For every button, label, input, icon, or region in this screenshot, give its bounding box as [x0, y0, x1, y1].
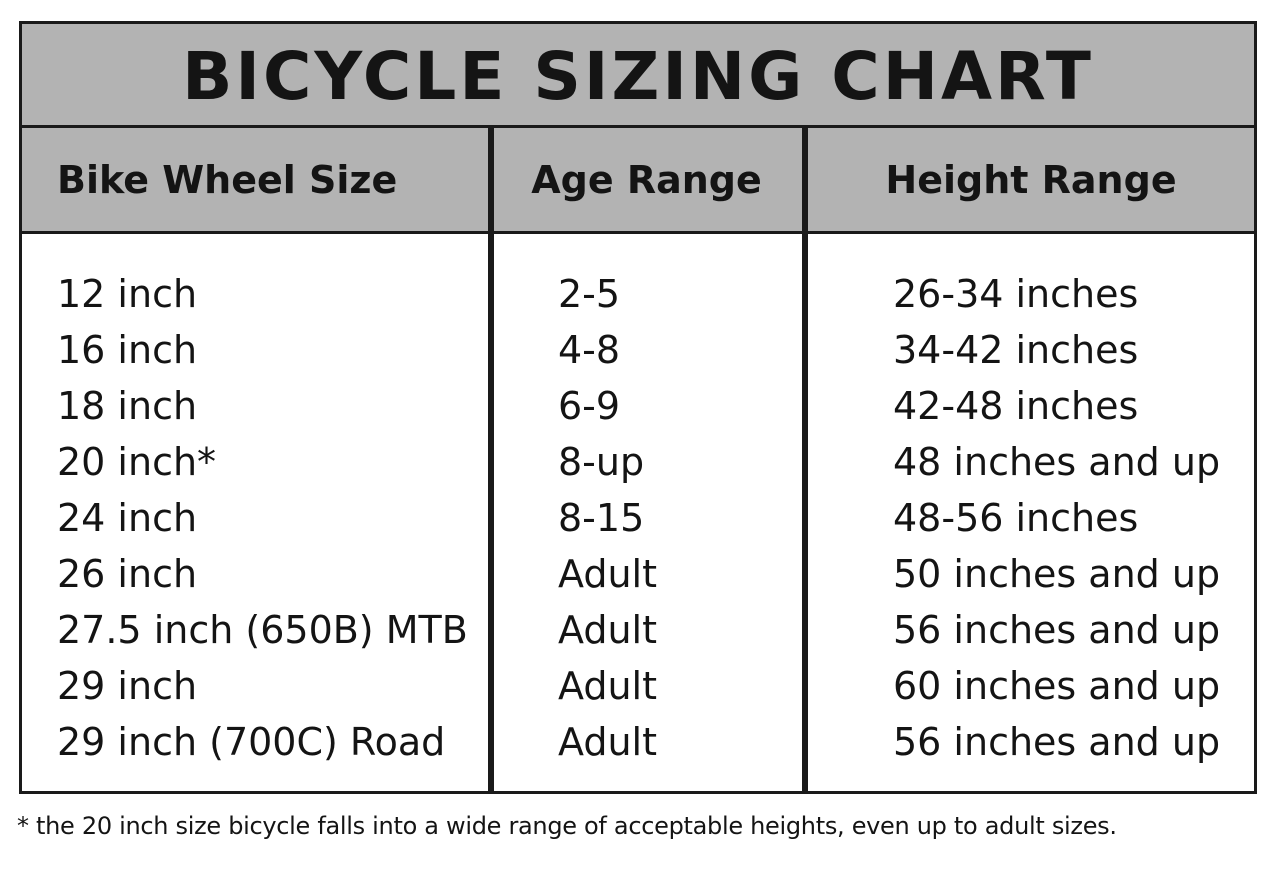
sizing-chart-table: BICYCLE SIZING CHART Bike Wheel Size Age…	[19, 21, 1257, 794]
table-cell-wheel-size: 12 inch	[57, 272, 198, 316]
table-cell-height-range: 26-34 inches	[893, 272, 1139, 316]
chart-title: BICYCLE SIZING CHART	[182, 37, 1094, 115]
table-cell-age-range: 4-8	[558, 328, 621, 372]
table-cell-wheel-size: 26 inch	[57, 552, 198, 596]
table-cell-wheel-size: 29 inch	[57, 664, 198, 708]
column-height-range: 26-34 inches 34-42 inches 42-48 inches 4…	[893, 266, 1220, 770]
table-cell-wheel-size: 16 inch	[57, 328, 198, 372]
table-cell-age-range: 8-15	[558, 496, 645, 540]
table-cell-wheel-size: 18 inch	[57, 384, 198, 428]
column-header-age-range: Age Range	[531, 157, 762, 202]
table-cell-age-range: 8-up	[558, 440, 645, 484]
title-bar: BICYCLE SIZING CHART	[22, 24, 1254, 128]
table-cell-age-range: Adult	[558, 608, 657, 652]
table-cell-height-range: 34-42 inches	[893, 328, 1139, 372]
table-cell-age-range: 2-5	[558, 272, 621, 316]
column-divider-2	[802, 128, 808, 794]
footnote: * the 20 inch size bicycle falls into a …	[17, 812, 1117, 840]
table-cell-height-range: 50 inches and up	[893, 552, 1221, 596]
table-cell-age-range: Adult	[558, 664, 657, 708]
column-wheel-size: 12 inch 16 inch 18 inch 20 inch* 24 inch…	[57, 266, 468, 770]
table-cell-age-range: Adult	[558, 552, 657, 596]
table-cell-wheel-size: 20 inch*	[57, 440, 217, 484]
column-header-height-range: Height Range	[885, 157, 1177, 202]
column-age-range: 2-5 4-8 6-9 8-up 8-15 Adult Adult Adult …	[558, 266, 657, 770]
header-row: Bike Wheel Size Age Range Height Range	[22, 128, 1254, 234]
table-cell-height-range: 60 inches and up	[893, 664, 1221, 708]
table-cell-wheel-size: 27.5 inch (650B) MTB	[57, 608, 468, 652]
table-cell-wheel-size: 24 inch	[57, 496, 198, 540]
table-cell-age-range: Adult	[558, 720, 657, 764]
table-cell-wheel-size: 29 inch (700C) Road	[57, 720, 446, 764]
table-cell-height-range: 48-56 inches	[893, 496, 1139, 540]
table-cell-height-range: 56 inches and up	[893, 608, 1221, 652]
table-cell-age-range: 6-9	[558, 384, 621, 428]
column-divider-1	[488, 128, 494, 794]
table-cell-height-range: 42-48 inches	[893, 384, 1139, 428]
column-header-wheel-size: Bike Wheel Size	[57, 157, 398, 202]
table-cell-height-range: 48 inches and up	[893, 440, 1221, 484]
table-cell-height-range: 56 inches and up	[893, 720, 1221, 764]
